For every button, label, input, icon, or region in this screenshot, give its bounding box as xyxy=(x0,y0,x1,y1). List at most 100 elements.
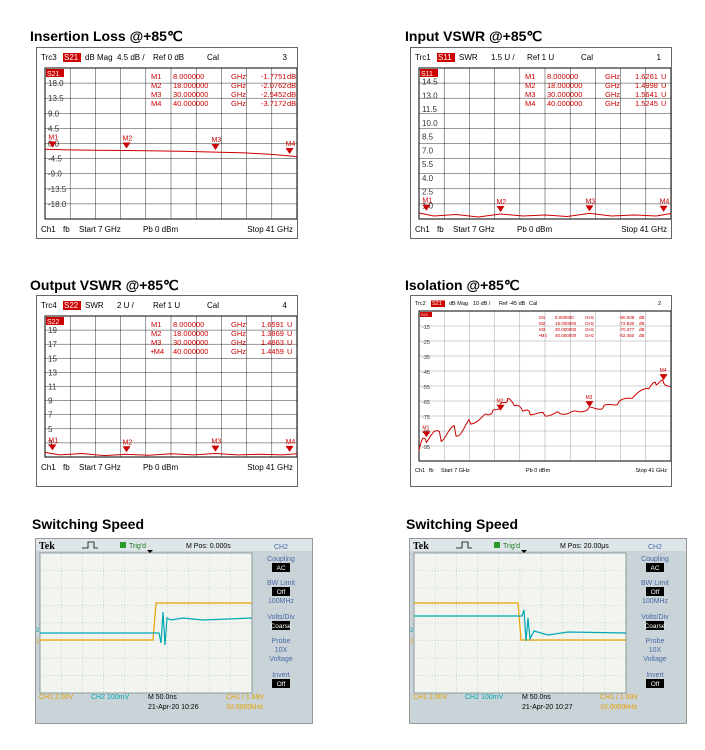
marker-row-freq: 8.000000 xyxy=(555,315,574,320)
marker-row-unit: GHz xyxy=(585,321,595,326)
scope-trigger-level: CH1 / 1.69V xyxy=(600,694,638,701)
marker-row-vunit: U xyxy=(661,99,666,108)
y-tick-label: -95 xyxy=(422,445,430,451)
marker-row-value: -2.0762 xyxy=(261,81,286,90)
marker-row-freq: 18.000000 xyxy=(547,81,582,90)
marker-row-unit: GHz xyxy=(605,90,620,99)
marker-row-name: M3 xyxy=(151,338,161,347)
y-tick-label: -13.5 xyxy=(48,185,67,194)
y-tick-label: -9.0 xyxy=(48,170,62,179)
scope-time-scale: M 50.0ns xyxy=(148,694,177,701)
marker-row-vunit: dB xyxy=(639,321,645,326)
marker-row-name: M2 xyxy=(151,329,161,338)
header-scale: 4.5 dB / xyxy=(117,53,145,62)
scope-ch2-scale: CH2 100mV xyxy=(91,694,129,701)
footer-stop: Stop 41 GHz xyxy=(247,225,293,234)
marker-m2 xyxy=(122,142,131,149)
header-param: S21 xyxy=(64,53,79,62)
footer-ch: Ch1 xyxy=(415,225,430,234)
header-param-badge xyxy=(437,53,455,62)
marker-row-unit: GHz xyxy=(605,99,620,108)
side-menu-value-bg xyxy=(272,587,290,596)
marker-label: M3 xyxy=(211,137,221,144)
marker-row-value: 1.6591 xyxy=(261,320,284,329)
footer-start: Start 7 GHz xyxy=(79,225,121,234)
marker-row-unit: GHz xyxy=(231,81,246,90)
side-menu-label: Voltage xyxy=(269,656,292,663)
marker-label: M3 xyxy=(211,439,221,446)
scope-mpos: M Pos: 0.000s xyxy=(186,543,231,550)
header-param-badge xyxy=(431,300,445,307)
scope-falling-edge: Tek Trig'd M Pos: 20.00μs 1 2 CH2 Coupling AC BW… xyxy=(409,538,687,724)
trace-badge-label: S21 xyxy=(421,312,429,317)
marker-row-unit: GHz xyxy=(231,90,246,99)
marker-row-vunit: dB xyxy=(639,315,645,320)
y-tick-label: 13 xyxy=(48,368,57,377)
title-input-vswr: Input VSWR @+85℃ xyxy=(405,28,543,44)
side-menu-label: Probe xyxy=(272,638,291,645)
marker-label: M1 xyxy=(48,134,58,141)
footer-fb: fb xyxy=(437,225,444,234)
marker-row-name: M3 xyxy=(539,327,546,332)
header-trace: Trc4 xyxy=(41,301,57,310)
side-menu-value-bg xyxy=(646,679,664,688)
marker-row-value: 1.5641 xyxy=(635,90,658,99)
marker-m1 xyxy=(422,431,431,438)
y-tick-label: 4.0 xyxy=(422,174,434,183)
trace-badge-label: S22 xyxy=(47,319,60,326)
side-menu-value: Coarse xyxy=(271,623,292,630)
marker-row-vunit: dB xyxy=(639,333,645,338)
marker-row-name: M3 xyxy=(151,90,161,99)
trigger-shape-icon xyxy=(82,541,98,549)
header-format: dB Mag xyxy=(449,301,468,307)
marker-label: M2 xyxy=(497,399,504,405)
footer-start: Start 7 GHz xyxy=(441,468,470,474)
header-param-badge xyxy=(63,301,81,310)
marker-label: M3 xyxy=(585,395,592,401)
scope-frequency: 10.0000kHz xyxy=(226,704,264,711)
scope-rising-edge: Tek Trig'd M Pos: 0.000s 1 2 CH2 Coupling AC BW … xyxy=(35,538,313,724)
trace-badge xyxy=(46,317,64,325)
side-menu-value-bg xyxy=(272,563,290,572)
marker-row-vunit: U xyxy=(287,320,292,329)
marker-row-value: 1.4459 xyxy=(261,347,284,356)
side-menu-label: Coupling xyxy=(641,556,669,563)
side-menu-label: Voltage xyxy=(643,656,666,663)
marker-row-name: M2 xyxy=(525,81,535,90)
y-tick-label: -75 xyxy=(422,415,430,421)
scope-ch1-scale: CH1 2.00V xyxy=(413,694,448,701)
scope-trigger-level: CH1 / 1.69V xyxy=(226,694,264,701)
y-tick-label: -15 xyxy=(422,325,430,331)
marker-m2 xyxy=(496,205,505,212)
marker-row-vunit: dB xyxy=(287,81,296,90)
side-menu-label: 100MHz xyxy=(268,598,295,605)
y-tick-label: -45 xyxy=(422,370,430,376)
footer-ch: Ch1 xyxy=(41,463,56,472)
title-insertion-loss: Insertion Loss @+85℃ xyxy=(30,28,183,44)
header-channel-no: 2 xyxy=(658,301,661,307)
scope-trig-status: Trig'd xyxy=(129,543,146,550)
y-tick-label: 13.0 xyxy=(422,91,438,100)
marker-row-name: •M4 xyxy=(151,347,164,356)
header-cal: Cal xyxy=(529,301,537,307)
header-format: SWR xyxy=(85,301,104,310)
marker-label: M4 xyxy=(286,141,296,148)
marker-row-unit: GHz xyxy=(231,99,246,108)
marker-m3 xyxy=(211,144,220,151)
side-menu-value-bg xyxy=(272,679,290,688)
header-channel-no: 1 xyxy=(657,53,662,62)
title-switching-speed-1: Switching Speed xyxy=(32,516,145,532)
marker-row-freq: 30.000000 xyxy=(173,338,208,347)
trace-badge-label: S21 xyxy=(47,71,60,78)
marker-row-value: -1.7751 xyxy=(261,72,286,81)
trigger-position-icon xyxy=(521,550,527,553)
side-menu-value: Off xyxy=(651,589,660,596)
side-menu-label: 10X xyxy=(275,647,288,654)
marker-row-name: M2 xyxy=(539,321,546,326)
marker-row-unit: GHz xyxy=(231,320,246,329)
ch2-trace xyxy=(414,609,627,642)
marker-row-freq: 30.000000 xyxy=(547,90,582,99)
title-switching-speed-2: Switching Speed xyxy=(406,516,519,532)
marker-row-name: •M4 xyxy=(539,333,547,338)
ch2-level-marker: 2 xyxy=(410,628,414,634)
